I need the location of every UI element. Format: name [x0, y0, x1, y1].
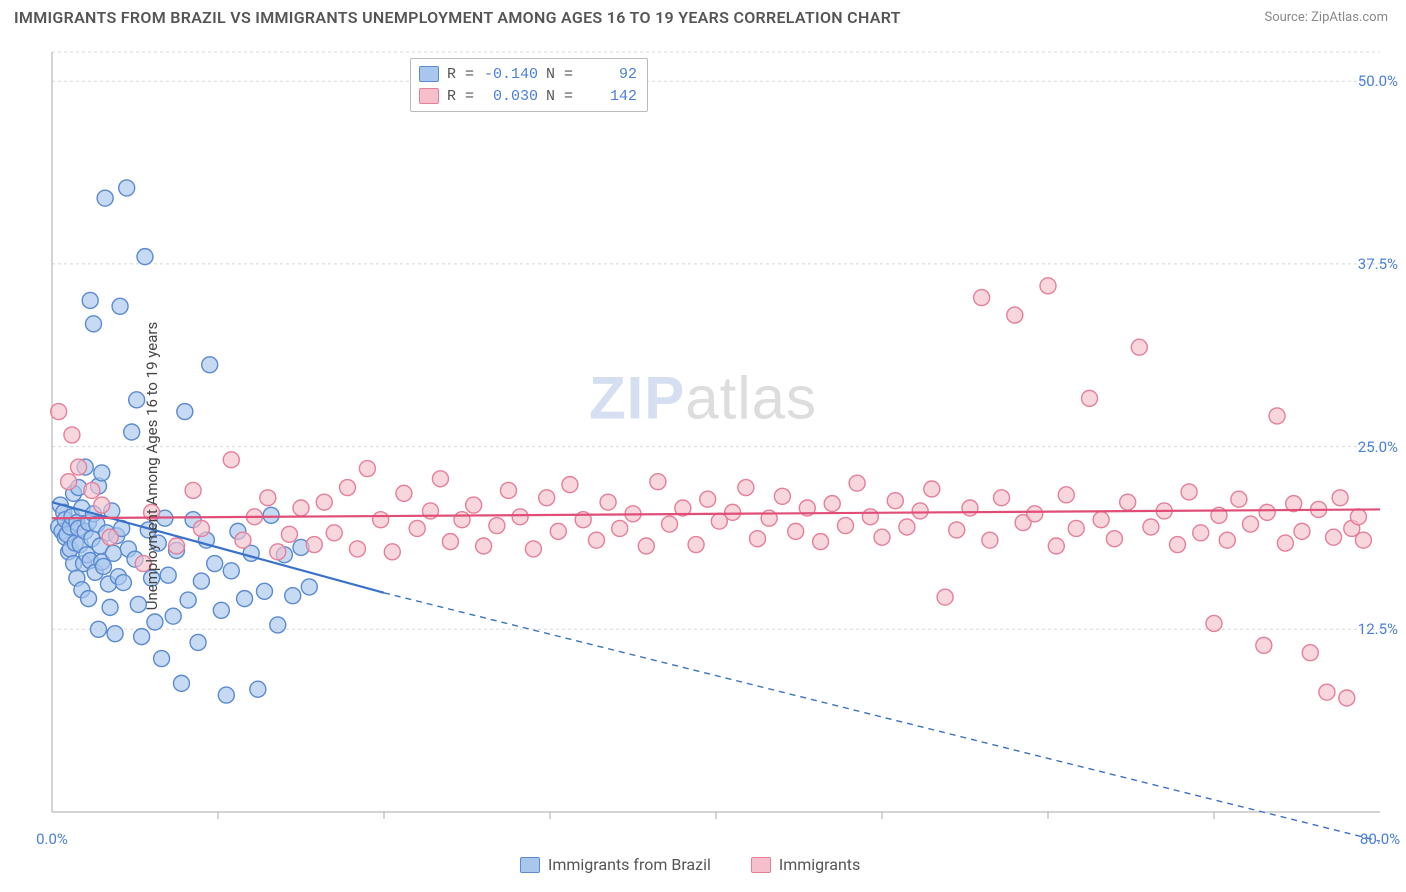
legend-N-value-0: 92 — [581, 66, 637, 83]
header-row: IMMIGRANTS FROM BRAZIL VS IMMIGRANTS UNE… — [0, 0, 1406, 31]
y-axis-label: Unemployment Among Ages 16 to 19 years — [143, 322, 161, 610]
scatter-plot-svg — [0, 40, 1406, 892]
bottom-legend-label-1: Immigrants — [779, 855, 860, 874]
chart-area: Unemployment Among Ages 16 to 19 years Z… — [0, 40, 1406, 892]
legend-R-value-0: -0.140 — [482, 66, 538, 83]
page-title: IMMIGRANTS FROM BRAZIL VS IMMIGRANTS UNE… — [14, 8, 901, 27]
bottom-legend-item-0: Immigrants from Brazil — [520, 855, 711, 874]
bottom-legend-item-1: Immigrants — [751, 855, 860, 874]
bottom-legend-label-0: Immigrants from Brazil — [548, 855, 711, 874]
y-tick-label: 25.0% — [1358, 438, 1398, 456]
legend-R-label-1: R = — [447, 88, 474, 105]
y-tick-label: 50.0% — [1358, 72, 1398, 90]
legend-chip-icon — [751, 857, 771, 873]
legend-chip-icon — [520, 857, 540, 873]
legend-row-brazil: R = -0.140 N = 92 — [419, 63, 637, 85]
x-label-max: 80.0% — [1360, 830, 1400, 848]
legend-N-label-0: N = — [546, 66, 573, 83]
legend-N-label-1: N = — [546, 88, 573, 105]
correlation-legend-box: R = -0.140 N = 92 R = 0.030 N = 142 — [410, 58, 648, 112]
legend-chip-immigrants — [419, 88, 439, 104]
x-label-min: 0.0% — [36, 830, 68, 848]
source-label: Source: ZipAtlas.com — [1264, 10, 1388, 25]
series-legend: Immigrants from Brazil Immigrants — [520, 855, 860, 874]
legend-R-value-1: 0.030 — [482, 88, 538, 105]
y-tick-label: 12.5% — [1358, 620, 1398, 638]
y-tick-label: 37.5% — [1358, 255, 1398, 273]
legend-R-label-0: R = — [447, 66, 474, 83]
legend-row-immigrants: R = 0.030 N = 142 — [419, 85, 637, 107]
legend-chip-brazil — [419, 66, 439, 82]
legend-N-value-1: 142 — [581, 88, 637, 105]
